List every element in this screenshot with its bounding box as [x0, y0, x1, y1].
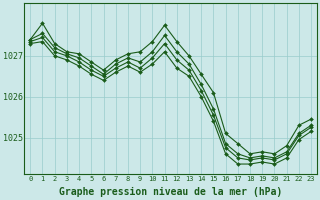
X-axis label: Graphe pression niveau de la mer (hPa): Graphe pression niveau de la mer (hPa) [59, 187, 282, 197]
